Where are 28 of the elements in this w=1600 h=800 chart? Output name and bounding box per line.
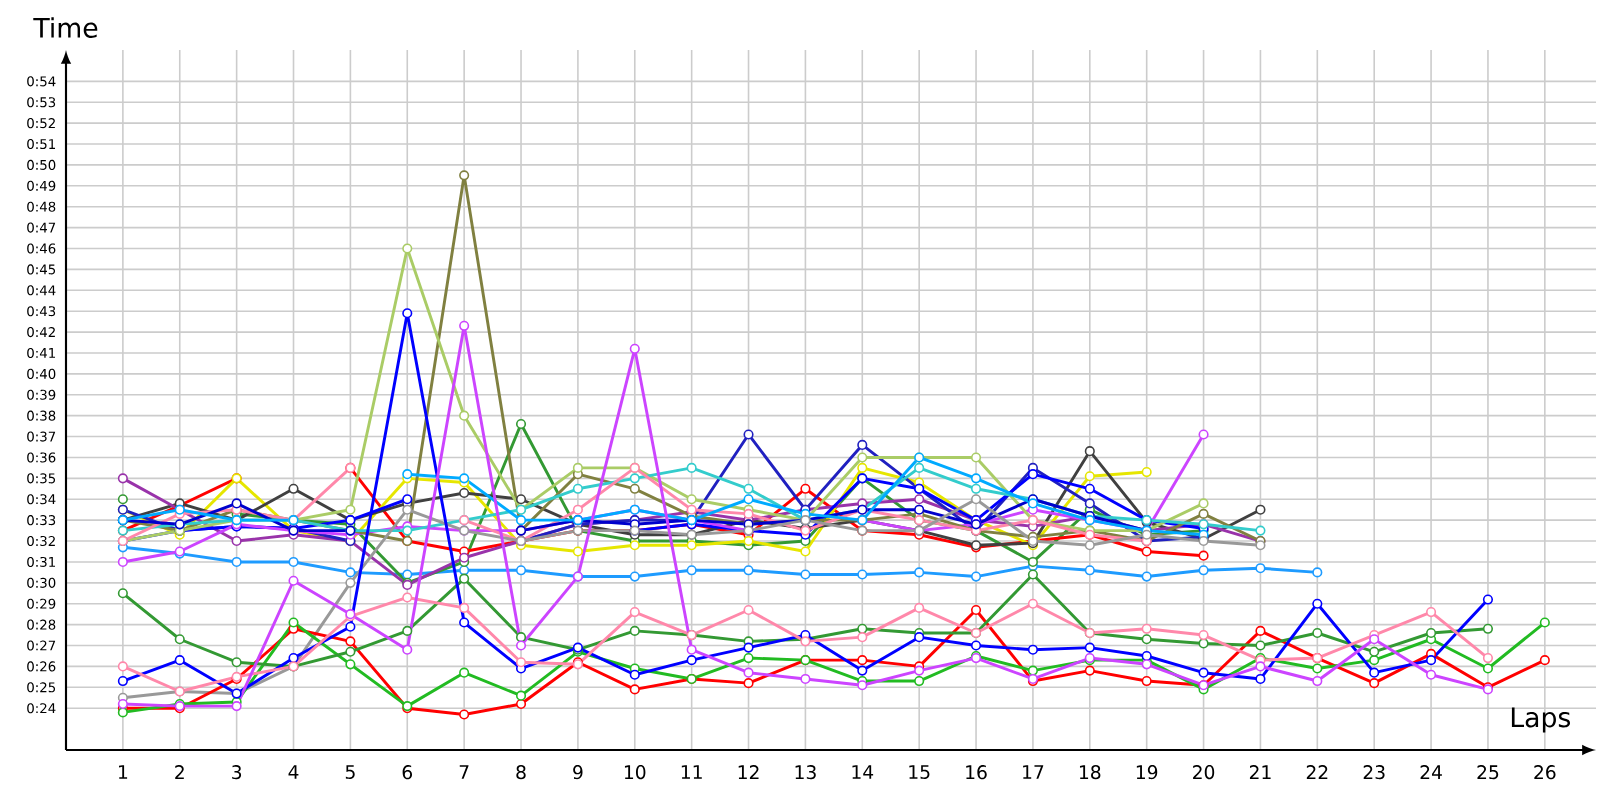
x-tick-label: 16 — [966, 765, 987, 780]
x-tick-label: 17 — [1023, 765, 1044, 779]
x-tick-label: 19 — [1136, 765, 1158, 780]
x-tick-label: 1 — [118, 765, 128, 779]
x-tick-label: 13 — [795, 765, 816, 780]
x-tick-label: 15 — [909, 765, 930, 779]
x-tick-label: 2 — [175, 765, 184, 779]
x-tick-label: 12 — [738, 765, 759, 779]
y-axis-title: Time — [33, 17, 98, 38]
x-tick-label: 8 — [516, 765, 526, 780]
x-tick-label: 5 — [345, 765, 355, 779]
x-tick-label: 4 — [288, 765, 299, 779]
x-tick-label: 10 — [624, 765, 646, 780]
x-axis-title: Laps — [1511, 707, 1571, 733]
x-tick-label: 22 — [1306, 765, 1328, 779]
x-tick-label: 11 — [681, 765, 702, 779]
x-tick-label: 6 — [402, 765, 413, 780]
x-tick-label: 14 — [852, 765, 874, 779]
x-tick-label: 18 — [1079, 765, 1101, 780]
x-tick-label: 25 — [1477, 765, 1499, 780]
x-tick-label: 20 — [1193, 765, 1215, 780]
x-tick-label: 23 — [1363, 765, 1385, 780]
x-tick-label: 9 — [573, 765, 583, 780]
x-tick-label: 21 — [1249, 765, 1271, 779]
x-tick-label: 3 — [232, 765, 242, 780]
x-tick-label: 26 — [1534, 765, 1556, 780]
x-tick-label: 7 — [459, 765, 469, 779]
x-tick-label: 24 — [1420, 765, 1442, 779]
